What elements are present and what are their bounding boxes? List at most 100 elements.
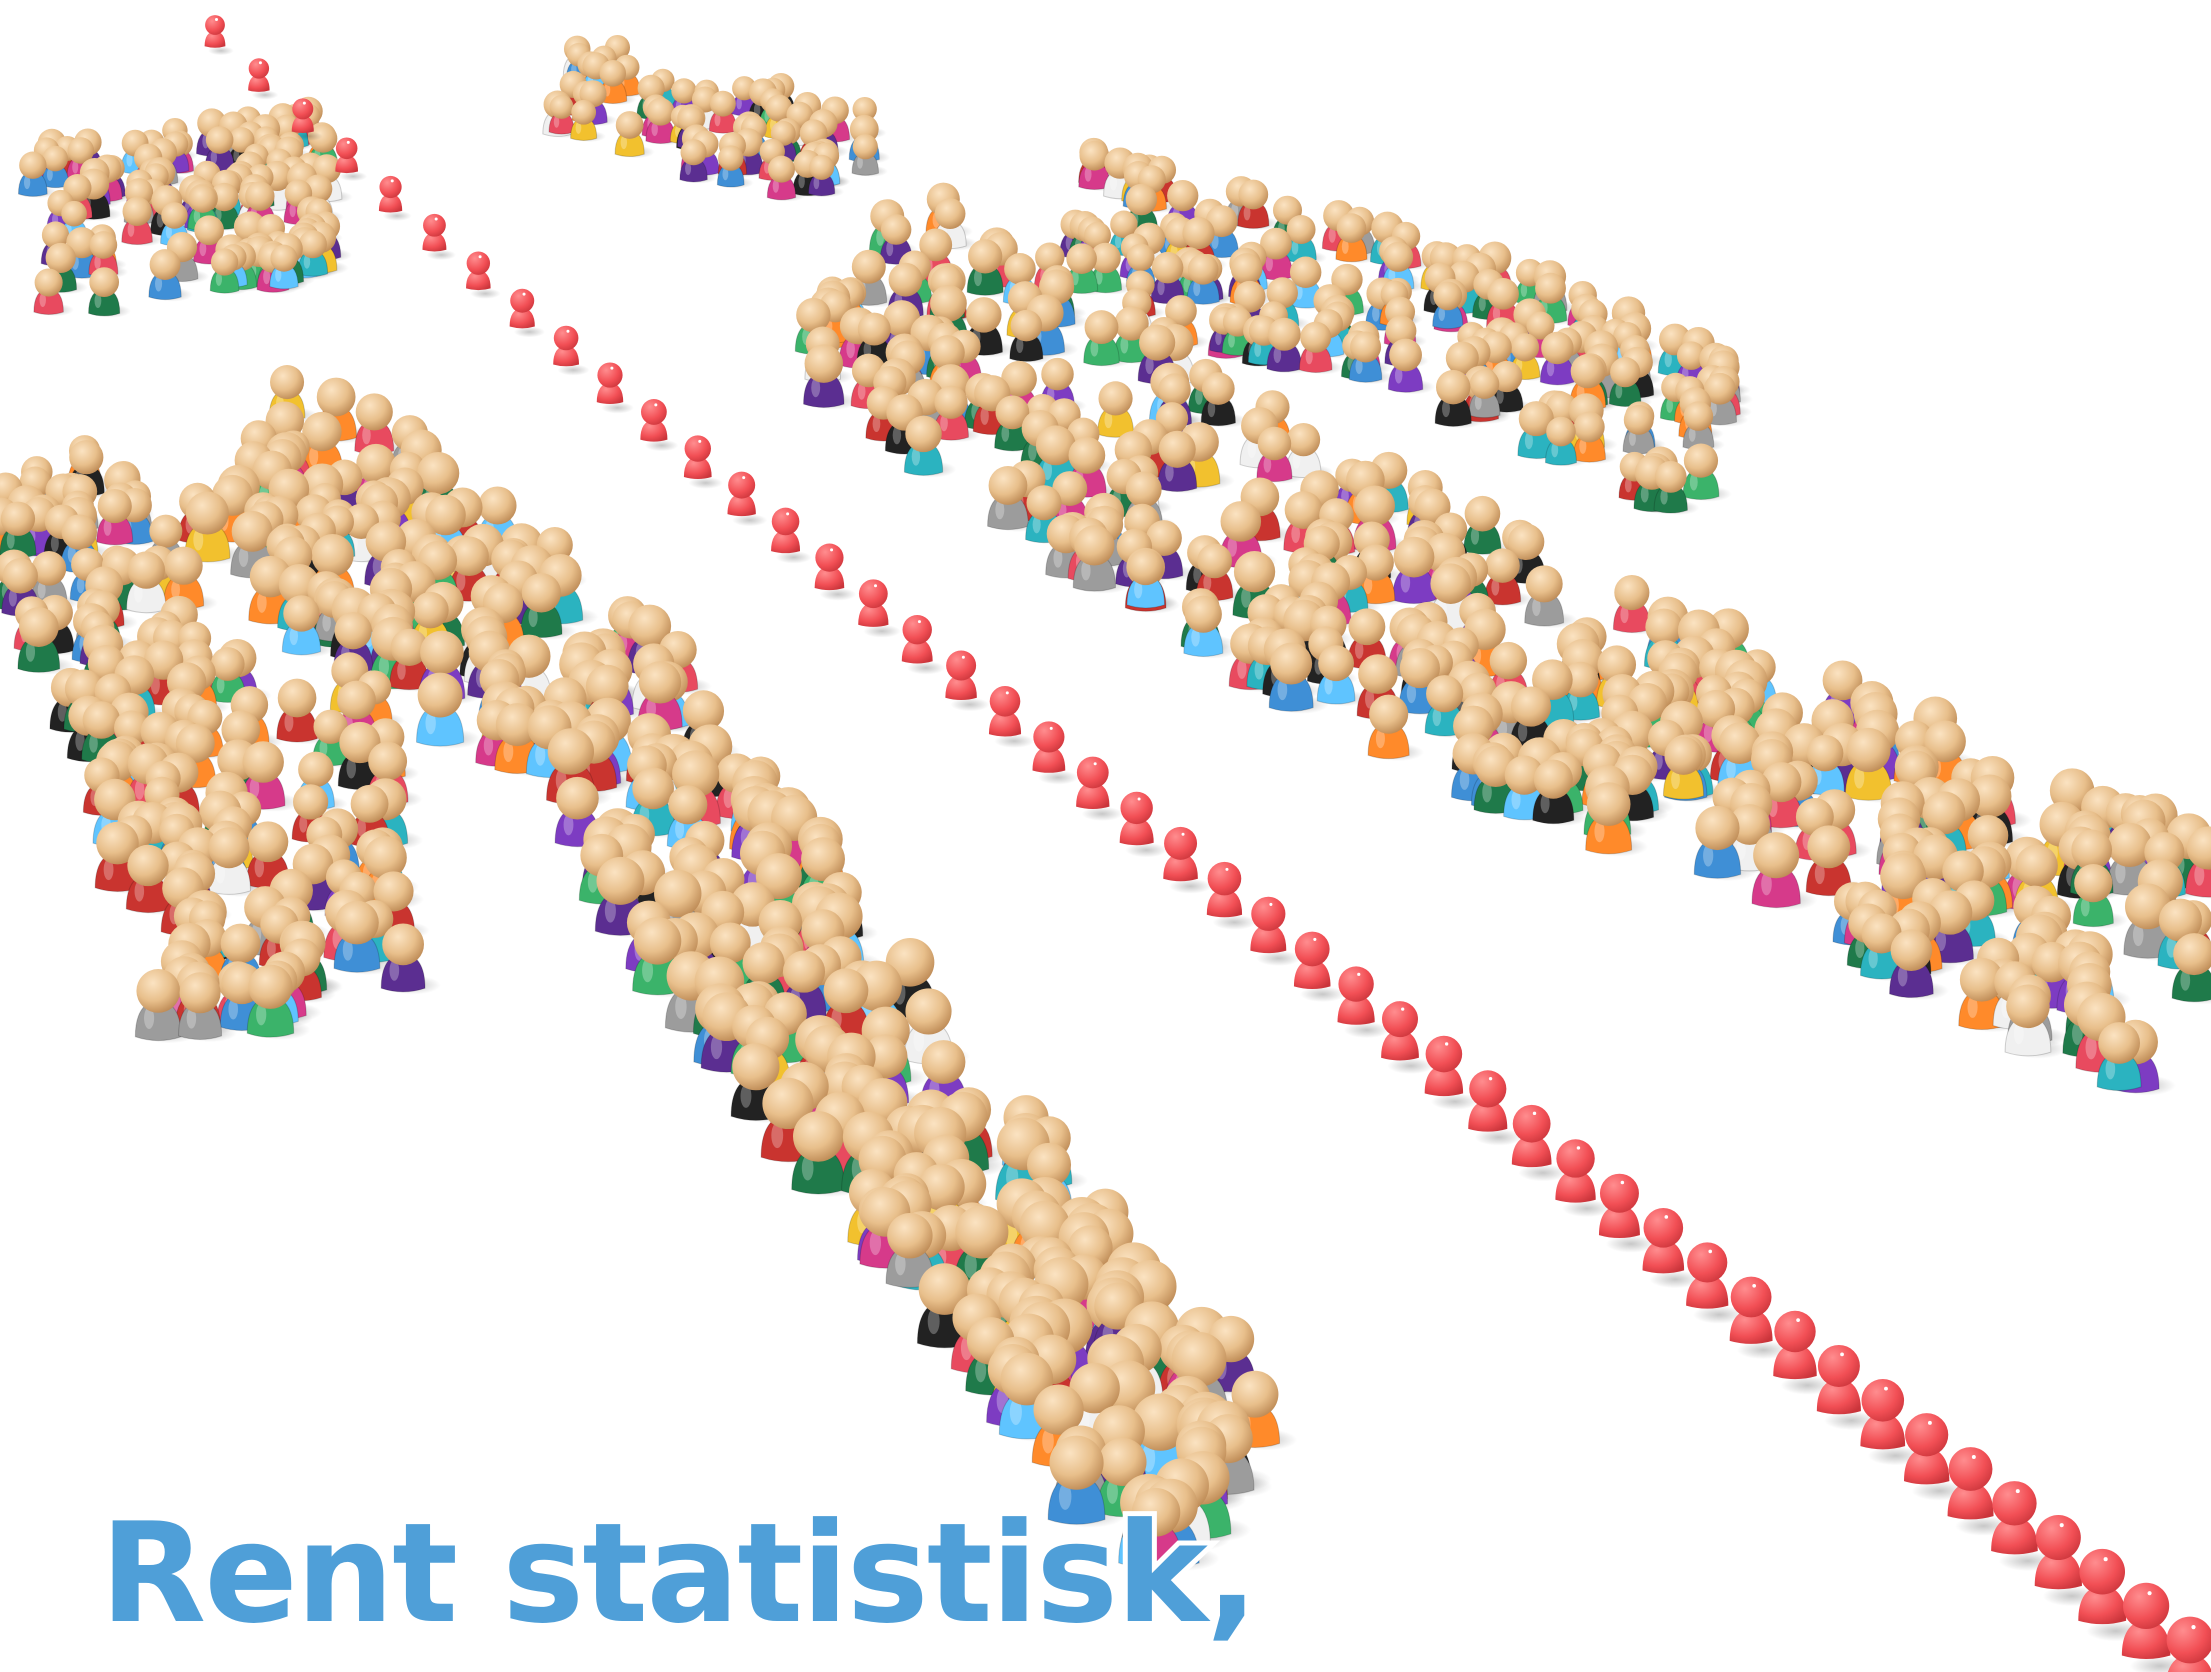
crowd-figure bbox=[1622, 404, 1655, 455]
caption-text: Rent statistisk, bbox=[95, 1493, 1263, 1654]
crowd-figure bbox=[177, 972, 223, 1040]
crowd-figure bbox=[2185, 826, 2211, 898]
crowd-figure bbox=[1298, 321, 1333, 374]
crowd-figure bbox=[193, 215, 226, 265]
crowd-figure bbox=[297, 230, 329, 277]
crowd-figure bbox=[1150, 251, 1185, 304]
crowd-figure bbox=[125, 844, 171, 914]
crowd-figure bbox=[276, 678, 318, 743]
red-figure bbox=[1686, 1242, 1729, 1309]
crowd-figure bbox=[17, 151, 48, 197]
crowd-figure bbox=[851, 134, 880, 176]
crowd-figure bbox=[1126, 549, 1166, 609]
crowd-figure bbox=[1256, 426, 1293, 483]
crowd-figure bbox=[1524, 565, 1565, 627]
crowd-figure bbox=[766, 155, 797, 201]
red-figure bbox=[378, 175, 403, 213]
red-figure-line bbox=[204, 15, 2211, 1672]
crowd-figure bbox=[134, 969, 182, 1042]
crowd-figure bbox=[1468, 369, 1501, 419]
red-figure bbox=[1903, 1413, 1950, 1485]
red-figure bbox=[1642, 1208, 1685, 1274]
red-figure bbox=[683, 435, 712, 479]
crowd-figure bbox=[679, 139, 708, 183]
red-figure bbox=[1468, 1070, 1508, 1132]
crowd-figure bbox=[1432, 281, 1464, 330]
crowd-figure bbox=[1268, 642, 1314, 712]
crowd-figure bbox=[1682, 443, 1720, 501]
crowd-figure bbox=[987, 466, 1029, 531]
red-figure bbox=[1032, 721, 1066, 773]
crowd-figure bbox=[645, 97, 676, 144]
crowd-figure bbox=[240, 741, 286, 810]
crowd-figure bbox=[0, 501, 37, 559]
crowd-figure bbox=[33, 268, 64, 315]
crowd-figure bbox=[1186, 253, 1220, 305]
red-figure bbox=[1773, 1310, 1817, 1380]
crowd-figure bbox=[933, 385, 969, 441]
red-figure bbox=[1598, 1173, 1640, 1239]
crowd-figure bbox=[1805, 825, 1852, 897]
crowd-figure bbox=[184, 491, 231, 563]
red-figure bbox=[814, 543, 845, 591]
crowd-figure bbox=[994, 395, 1031, 452]
crowd-figure bbox=[808, 154, 836, 197]
crowd-figure bbox=[209, 647, 246, 703]
red-figure bbox=[1206, 861, 1243, 918]
crowd-figure bbox=[637, 661, 683, 732]
crowd-figure bbox=[1532, 759, 1575, 825]
crowd-figure bbox=[1503, 755, 1546, 821]
red-figure bbox=[1991, 1481, 2038, 1555]
red-figure bbox=[2166, 1616, 2211, 1672]
crowd-figure bbox=[1088, 242, 1123, 294]
crowd-figure bbox=[879, 214, 913, 265]
crowd-figure bbox=[269, 244, 299, 290]
crowd-figure bbox=[1844, 727, 1893, 801]
crowd-figure bbox=[1889, 929, 1934, 999]
crowd-figure bbox=[1539, 331, 1575, 386]
crowd-figure bbox=[354, 393, 395, 455]
crowd-figure bbox=[791, 1111, 846, 1195]
crowd-figure bbox=[41, 145, 70, 189]
crowd-figure bbox=[1751, 832, 1801, 909]
crowd-figure bbox=[1517, 401, 1556, 460]
clipped-top-heading: Kammarat bbox=[100, 0, 908, 20]
red-figure bbox=[1337, 966, 1375, 1025]
red-figure bbox=[901, 614, 933, 664]
red-figure bbox=[466, 251, 491, 291]
crowd-figure bbox=[2004, 984, 2052, 1057]
red-figure bbox=[335, 137, 359, 174]
crowd-figure bbox=[1463, 495, 1502, 555]
crowd-figure bbox=[1682, 401, 1715, 451]
red-figure bbox=[422, 213, 447, 252]
crowd-figure bbox=[1367, 694, 1410, 760]
crowd-figure bbox=[1130, 1487, 1182, 1568]
red-figure bbox=[1076, 756, 1110, 810]
crowd-figure bbox=[1237, 179, 1270, 229]
crowd-figures bbox=[0, 34, 2211, 1569]
crowd-figure bbox=[1424, 675, 1465, 737]
red-figure bbox=[1511, 1104, 1552, 1168]
red-figure bbox=[1729, 1276, 1773, 1344]
red-figure bbox=[640, 399, 668, 442]
crowd-figure bbox=[1183, 595, 1224, 657]
crowd-figure bbox=[1083, 310, 1120, 367]
red-figure bbox=[248, 58, 270, 92]
crowd-figure bbox=[885, 1213, 935, 1288]
crowd-figure bbox=[716, 145, 745, 188]
red-figure bbox=[1947, 1447, 1994, 1520]
crowd-figure bbox=[803, 344, 845, 408]
crowd-figure bbox=[1387, 338, 1424, 393]
crowd-figure bbox=[966, 239, 1004, 296]
red-figure bbox=[2034, 1515, 2082, 1590]
crowd-figure bbox=[1316, 645, 1356, 705]
crowd-figure bbox=[380, 923, 426, 993]
red-figure bbox=[2121, 1582, 2171, 1660]
red-figure bbox=[1119, 791, 1154, 846]
crowd-figure bbox=[246, 964, 295, 1038]
crowd-figure bbox=[1157, 430, 1198, 492]
crowd-figure bbox=[494, 703, 541, 774]
red-figure bbox=[1293, 931, 1331, 990]
crowd-figure bbox=[389, 628, 430, 691]
